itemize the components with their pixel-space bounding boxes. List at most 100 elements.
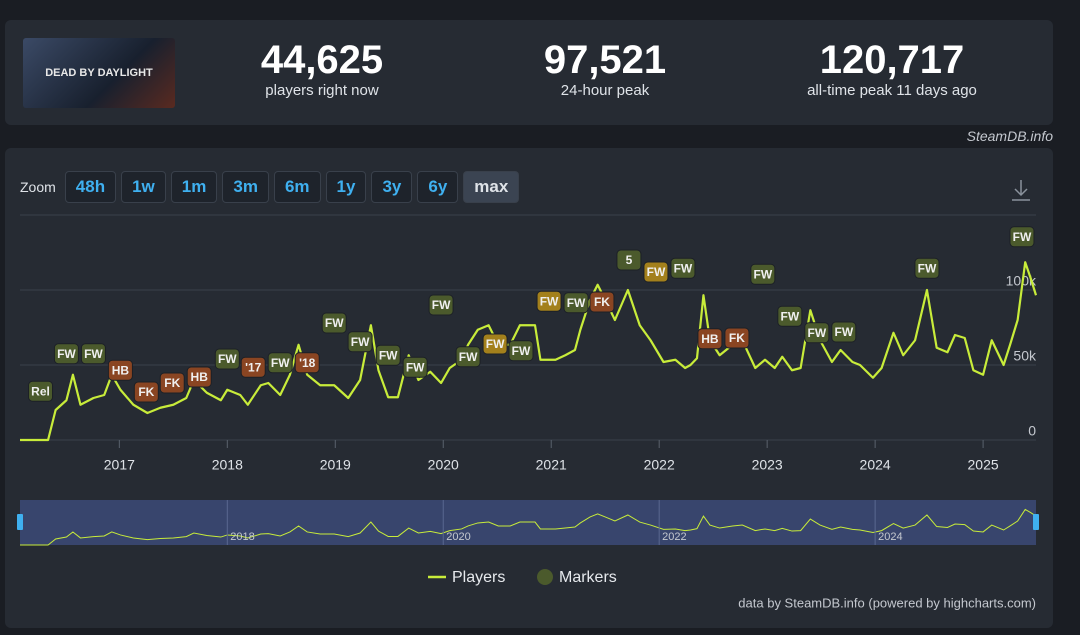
- marker: 5: [616, 249, 642, 271]
- marker-box: [589, 291, 615, 313]
- marker: FW: [402, 356, 428, 378]
- navigator-line: [20, 508, 1037, 546]
- marker-box: [643, 261, 669, 283]
- x-tick-label: 2022: [644, 457, 675, 473]
- marker-box: [347, 331, 373, 353]
- marker-label: FW: [512, 344, 531, 358]
- marker-box: [482, 333, 508, 355]
- marker: HB: [186, 366, 212, 388]
- marker: FK: [724, 327, 750, 349]
- zoom-bar: Zoom 48h 1w 1m 3m 6m 1y 3y 6y max: [20, 171, 520, 203]
- marker-label: FW: [807, 326, 826, 340]
- marker-label: '18: [299, 356, 316, 370]
- marker-box: [240, 356, 266, 378]
- zoom-button[interactable]: 1y: [325, 171, 367, 203]
- marker: FW: [750, 263, 776, 285]
- zoom-button[interactable]: 1w: [121, 171, 166, 203]
- marker-box: [214, 348, 240, 370]
- marker-box: [750, 263, 776, 285]
- y-tick-label: 50k: [1013, 348, 1037, 364]
- x-tick-label: 2017: [104, 457, 135, 473]
- marker-box: [375, 344, 401, 366]
- marker-label: FW: [406, 360, 425, 374]
- legend-label: Players: [452, 569, 505, 586]
- y-tick-label: 0: [1028, 423, 1036, 439]
- marker-label: FK: [164, 376, 180, 390]
- marker-label: FW: [540, 294, 559, 308]
- stat-label: all-time peak 11 days ago: [807, 82, 977, 99]
- marker: FK: [589, 291, 615, 313]
- stats-card: DEAD BY DAYLIGHT 44,625 players right now…: [5, 20, 1053, 125]
- zoom-button[interactable]: 48h: [64, 171, 117, 203]
- zoom-button[interactable]: 6y: [417, 171, 459, 203]
- navigator-handle: [17, 514, 23, 530]
- marker-box: [563, 292, 589, 314]
- legend-label: Markers: [559, 569, 617, 586]
- zoom-button[interactable]: max: [463, 171, 520, 203]
- zoom-label: Zoom: [20, 179, 56, 195]
- marker-box: [455, 346, 481, 368]
- marker: FW: [563, 292, 589, 314]
- marker: FW: [670, 257, 696, 279]
- marker-label: FW: [754, 267, 773, 281]
- marker-box: [53, 343, 79, 365]
- marker-label: HB: [191, 370, 209, 384]
- x-tick-label: 2019: [320, 457, 351, 473]
- marker: FW: [1009, 226, 1035, 248]
- marker-box: [1009, 226, 1035, 248]
- marker-box: [133, 381, 159, 403]
- download-icon[interactable]: [1012, 180, 1030, 201]
- marker-box: [697, 328, 723, 350]
- marker: FK: [133, 381, 159, 403]
- navigator-label: 2018: [230, 531, 254, 543]
- marker-box: [80, 343, 106, 365]
- marker-box: [428, 294, 454, 316]
- game-thumbnail: DEAD BY DAYLIGHT: [23, 38, 175, 108]
- marker-label: FW: [918, 261, 937, 275]
- marker-label: FW: [674, 261, 693, 275]
- navigator-label: 2024: [878, 531, 902, 543]
- marker-box: [616, 249, 642, 271]
- stat: 120,717 all-time peak 11 days ago: [762, 38, 1022, 99]
- zoom-button[interactable]: 1m: [170, 171, 218, 203]
- navigator-label: 2020: [446, 531, 470, 543]
- marker: FW: [914, 257, 940, 279]
- marker: FW: [508, 340, 534, 362]
- marker-box: [267, 352, 293, 374]
- stat-value: 97,521: [543, 38, 667, 82]
- stat-value: 120,717: [819, 38, 965, 82]
- marker-label: FW: [459, 350, 478, 364]
- marker: FW: [804, 322, 830, 344]
- marker: '17: [240, 356, 266, 378]
- x-tick-label: 2023: [752, 457, 783, 473]
- series-line: [20, 261, 1038, 442]
- marker: FW: [428, 294, 454, 316]
- marker-label: FW: [834, 325, 853, 339]
- marker-box: [159, 372, 185, 394]
- marker-box: [321, 312, 347, 334]
- marker: HB: [697, 328, 723, 350]
- marker: FW: [214, 348, 240, 370]
- zoom-button[interactable]: 3y: [371, 171, 413, 203]
- marker-label: Rel: [31, 384, 50, 398]
- marker-label: FW: [218, 352, 237, 366]
- icon-part: [1014, 188, 1028, 197]
- marker-box: [777, 305, 803, 327]
- marker-label: FW: [351, 335, 370, 349]
- marker-label: FW: [647, 265, 666, 279]
- watermark: SteamDB.info: [966, 128, 1053, 144]
- marker-label: FW: [379, 348, 398, 362]
- x-tick-label: 2021: [536, 457, 567, 473]
- marker-label: HB: [112, 363, 130, 377]
- zoom-button[interactable]: 3m: [222, 171, 269, 203]
- stat: 97,521 24-hour peak: [475, 38, 735, 99]
- marker-label: FW: [84, 347, 103, 361]
- zoom-button[interactable]: 6m: [273, 171, 321, 203]
- marker: '18: [294, 352, 320, 374]
- marker: FW: [536, 290, 562, 312]
- credit: data by SteamDB.info (powered by highcha…: [738, 595, 1036, 610]
- marker-label: FK: [729, 331, 745, 345]
- marker-label: FK: [594, 295, 610, 309]
- marker: FW: [267, 352, 293, 374]
- marker-label: FW: [1013, 230, 1032, 244]
